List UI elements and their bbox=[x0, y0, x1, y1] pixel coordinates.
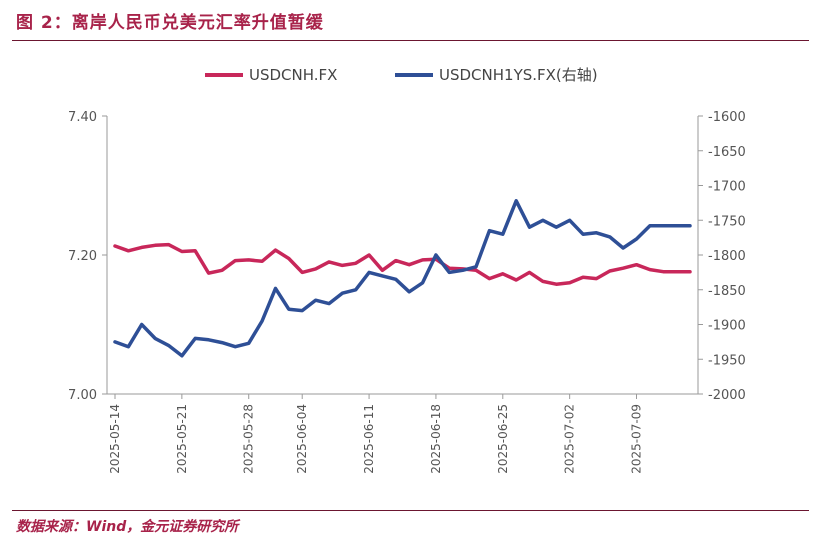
y-right-tick-label: -2000 bbox=[708, 388, 746, 403]
x-tick-label: 2025-06-11 bbox=[362, 404, 376, 474]
legend: USDCNH.FX USDCNH1YS.FX(右轴) bbox=[205, 66, 598, 84]
title-divider bbox=[12, 40, 809, 41]
x-tick-label: 2025-06-25 bbox=[496, 404, 510, 474]
legend-item: USDCNH1YS.FX(右轴) bbox=[395, 66, 598, 84]
y-right-tick-label: -1700 bbox=[708, 180, 746, 195]
series-line-usdcnh1ys bbox=[113, 199, 692, 358]
series-lines bbox=[113, 199, 692, 358]
source-divider bbox=[12, 510, 809, 511]
y-right-tick-label: -1600 bbox=[708, 110, 746, 125]
y-left-tick-label: 7.00 bbox=[68, 388, 97, 403]
series-line-usdcnh bbox=[113, 242, 692, 286]
x-tick-label: 2025-05-14 bbox=[108, 404, 122, 474]
y-right-tick-label: -1950 bbox=[708, 353, 746, 368]
y-right-tick-label: -1850 bbox=[708, 284, 746, 299]
line-chart: USDCNH.FX USDCNH1YS.FX(右轴) 7.00 7.20 7.40 -1… bbox=[68, 66, 746, 474]
x-tick-label: 2025-06-18 bbox=[429, 404, 443, 474]
x-tick-label: 2025-05-21 bbox=[175, 404, 189, 474]
x-tick-label: 2025-07-09 bbox=[630, 404, 644, 474]
y-left-tick-label: 7.20 bbox=[68, 249, 97, 264]
y-right-tick-label: -1750 bbox=[708, 214, 746, 229]
y-right-tick-label: -1900 bbox=[708, 319, 746, 334]
y-right-tick-label: -1800 bbox=[708, 249, 746, 264]
legend-item: USDCNH.FX bbox=[205, 66, 337, 84]
source-note: 数据来源：Wind，金元证券研究所 bbox=[16, 519, 239, 535]
x-tick-label: 2025-07-02 bbox=[563, 404, 577, 474]
axes: 7.00 7.20 7.40 -1600 -1650 -1700 -1750 -1800 -18… bbox=[68, 110, 746, 474]
y-right-tick-label: -1650 bbox=[708, 145, 746, 160]
x-tick-label: 2025-05-28 bbox=[242, 404, 256, 474]
chart-title: 图 2：离岸人民币兑美元汇率升值暂缓 bbox=[16, 13, 324, 33]
legend-label: USDCNH.FX bbox=[249, 66, 337, 84]
legend-label: USDCNH1YS.FX(右轴) bbox=[439, 66, 598, 84]
x-tick-label: 2025-06-04 bbox=[295, 404, 309, 474]
y-left-tick-label: 7.40 bbox=[68, 110, 97, 125]
